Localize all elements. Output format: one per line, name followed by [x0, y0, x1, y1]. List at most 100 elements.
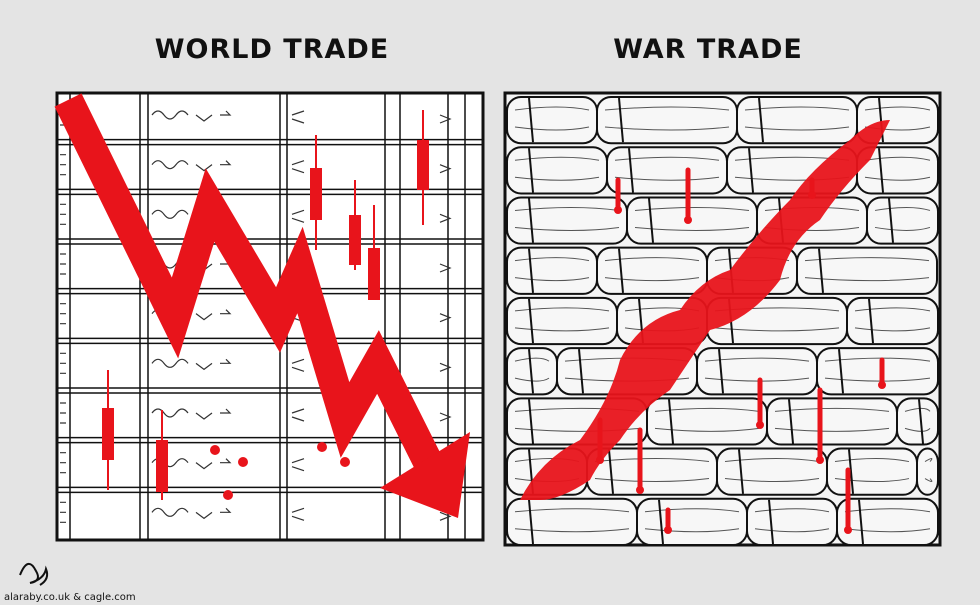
cloth-fold [594, 458, 710, 483]
wrapped-bundle [586, 447, 718, 496]
falling-arrow [54, 93, 470, 518]
cloth-fold [864, 156, 931, 181]
blood-drop [210, 445, 220, 455]
blood-drop [684, 216, 692, 224]
cord [528, 349, 534, 394]
cord [748, 148, 754, 193]
wrapped-bundle [826, 447, 918, 496]
right-title: WAR TRADE [613, 34, 803, 65]
cord [718, 349, 724, 394]
wrapped-bundle [746, 497, 838, 546]
scribble [60, 303, 66, 325]
scribble [60, 501, 66, 523]
scribble [60, 154, 66, 176]
cloth-fold [834, 458, 910, 483]
wrapped-bundle [506, 246, 598, 295]
cord [788, 399, 794, 444]
cloth-fold [514, 257, 590, 282]
blood-drop [844, 526, 852, 534]
cord [878, 148, 884, 193]
wrapped-bundle [836, 497, 939, 546]
cord [888, 198, 894, 243]
cloth-fold [654, 407, 760, 432]
candle-body [102, 408, 114, 460]
cord [528, 499, 534, 545]
cloth-fold [724, 458, 820, 483]
cloth-fold [514, 206, 620, 231]
cord [658, 499, 664, 545]
cord [528, 248, 534, 293]
cord [868, 298, 874, 344]
scribble [60, 352, 66, 374]
scribble [60, 253, 66, 275]
credit: alaraby.co.uk & cagle.com [4, 592, 136, 603]
wrapped-bundle [636, 497, 748, 546]
cloth-fold [634, 206, 750, 231]
wrapped-bundle [506, 497, 638, 546]
blood-drop [223, 490, 233, 500]
cloth-fold [844, 508, 931, 533]
blood-stain [520, 120, 890, 500]
cloth-fold [604, 257, 700, 282]
wrapped-bundle [796, 246, 938, 295]
cord [628, 148, 634, 193]
cloth-fold [644, 508, 740, 533]
cord [758, 97, 764, 143]
blood-drop [614, 206, 622, 214]
cord [648, 198, 654, 243]
cloth-fold [514, 156, 600, 181]
scribble [151, 507, 232, 520]
scribble [60, 452, 66, 474]
signature [19, 563, 49, 586]
candle-body [156, 440, 168, 492]
scribble [151, 160, 232, 172]
scribble [291, 160, 452, 174]
wrapped-bundle [866, 196, 939, 245]
blood-drop [317, 442, 327, 452]
wrapped-bundle [766, 397, 898, 446]
left-title: WORLD TRADE [155, 34, 390, 65]
cloth-fold [514, 106, 590, 131]
wrapped-bundle [626, 196, 758, 245]
scribble [60, 203, 66, 225]
wrapped-bundle [846, 296, 939, 346]
cloth-fold [774, 407, 890, 432]
cloth-fold [744, 106, 850, 131]
scribble [291, 209, 452, 223]
blood-drop [756, 421, 764, 429]
blood-drop [636, 486, 644, 494]
cloth-fold [514, 357, 550, 382]
candle-body [310, 168, 322, 220]
cord [578, 349, 584, 394]
scribble [60, 402, 66, 424]
cloth-fold [854, 307, 931, 332]
scribble [151, 408, 232, 420]
arrow-shaft [54, 93, 446, 477]
wrapped-bundle [696, 347, 818, 396]
wrapped-bundle [896, 397, 939, 446]
candle-body [368, 248, 380, 300]
cloth-fold [924, 458, 933, 483]
cord [848, 449, 854, 494]
blood-drop [816, 456, 824, 464]
scribble [291, 358, 452, 372]
cord [528, 198, 534, 243]
blood-drop [664, 526, 672, 534]
wrapped-bundle [716, 447, 828, 496]
wrapped-bundle [506, 296, 618, 346]
cord [528, 399, 534, 444]
wrapped-bundle [916, 447, 939, 496]
wrapped-bundle [816, 347, 939, 396]
cloth-fold [614, 156, 720, 181]
blood-drop [878, 381, 886, 389]
cord [838, 349, 844, 394]
candle-body [349, 215, 361, 265]
cord [608, 449, 614, 494]
wrapped-bundle [506, 196, 628, 245]
wrapped-bundle [606, 146, 728, 195]
scribble [151, 110, 232, 122]
cord [618, 248, 624, 293]
cord [738, 449, 744, 494]
